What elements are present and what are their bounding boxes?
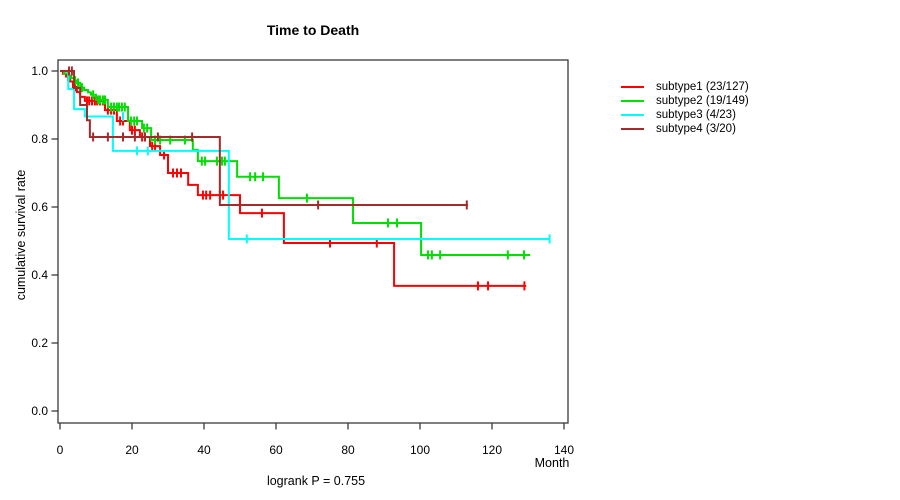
- legend-swatch-subtype1: [621, 86, 644, 88]
- x-tick-label: 60: [269, 443, 283, 457]
- y-tick-label: 0.6: [31, 200, 48, 214]
- legend-item-subtype2: subtype2 (19/149): [621, 94, 749, 108]
- x-tick-label: 80: [341, 443, 355, 457]
- x-tick-label: 100: [410, 443, 430, 457]
- x-tick-label: 40: [197, 443, 211, 457]
- y-axis-title: cumulative survival rate: [14, 169, 28, 301]
- legend-label-subtype2: subtype2 (19/149): [656, 95, 749, 107]
- x-tick-label: 140: [554, 443, 574, 457]
- legend-label-subtype4: subtype4 (3/20): [656, 123, 736, 135]
- chart-title: Time to Death: [266, 22, 360, 38]
- x-tick-label: 20: [125, 443, 139, 457]
- y-tick-label: 1.0: [31, 64, 48, 78]
- legend-item-subtype1: subtype1 (23/127): [621, 80, 749, 94]
- logrank-annotation: logrank P = 0.755: [266, 474, 366, 488]
- y-tick-label: 0.4: [31, 268, 48, 282]
- legend-label-subtype1: subtype1 (23/127): [656, 81, 749, 93]
- y-tick-label: 0.8: [31, 132, 48, 146]
- survival-curve-subtype1: [60, 70, 527, 287]
- survival-curve-subtype3: [60, 70, 550, 240]
- legend-label-subtype3: subtype3 (4/23): [656, 109, 736, 121]
- survival-curve-subtype2: [60, 70, 531, 256]
- y-tick-label: 0.0: [31, 404, 48, 418]
- legend: subtype1 (23/127) subtype2 (19/149) subt…: [621, 80, 749, 136]
- y-tick-label: 0.2: [31, 336, 48, 350]
- x-axis-title: Month: [534, 456, 570, 470]
- legend-item-subtype4: subtype4 (3/20): [621, 122, 749, 136]
- legend-item-subtype3: subtype3 (4/23): [621, 108, 749, 122]
- plot-box: [57, 59, 569, 424]
- x-tick-label: 0: [57, 443, 64, 457]
- x-tick-label: 120: [482, 443, 502, 457]
- legend-swatch-subtype3: [621, 114, 644, 116]
- legend-swatch-subtype2: [621, 100, 644, 102]
- survival-curve-subtype4: [60, 70, 468, 206]
- legend-swatch-subtype4: [621, 128, 644, 130]
